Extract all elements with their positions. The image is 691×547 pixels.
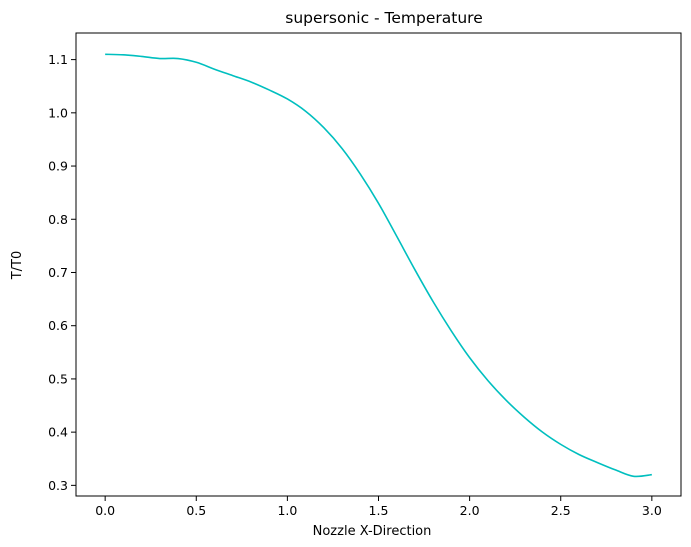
y-tick-label: 1.0 <box>48 105 68 120</box>
temperature-series-line <box>105 53 652 478</box>
y-tick-label: 0.9 <box>48 159 68 174</box>
x-tick-label: 1.5 <box>369 503 389 518</box>
x-axis-label: Nozzle X-Direction <box>313 524 432 539</box>
y-tick-label: 0.5 <box>48 371 68 386</box>
y-tick-label: 0.4 <box>48 425 68 440</box>
x-tick-label: 3.0 <box>642 503 662 518</box>
y-axis-label: T/T0 <box>10 251 25 281</box>
x-tick-label: 2.0 <box>460 503 480 518</box>
y-tick-label: 1.1 <box>48 52 68 67</box>
x-axis: 0.0 0.5 1.0 1.5 2.0 2.5 3.0 <box>95 496 662 518</box>
chart-title: supersonic - Temperature <box>285 9 483 27</box>
x-tick-label: 0.5 <box>186 503 206 518</box>
y-tick-label: 0.6 <box>48 318 68 333</box>
y-tick-label: 0.3 <box>48 478 68 493</box>
y-axis: 0.3 0.4 0.5 0.6 0.7 0.8 0.9 1.0 1.1 <box>48 52 76 493</box>
plot-frame <box>75 32 682 497</box>
x-tick-label: 0.0 <box>95 503 115 518</box>
plot-area <box>105 53 652 478</box>
y-tick-label: 0.7 <box>48 265 68 280</box>
x-tick-label: 1.0 <box>277 503 297 518</box>
y-tick-label: 0.8 <box>48 212 68 227</box>
x-tick-label: 2.5 <box>551 503 571 518</box>
